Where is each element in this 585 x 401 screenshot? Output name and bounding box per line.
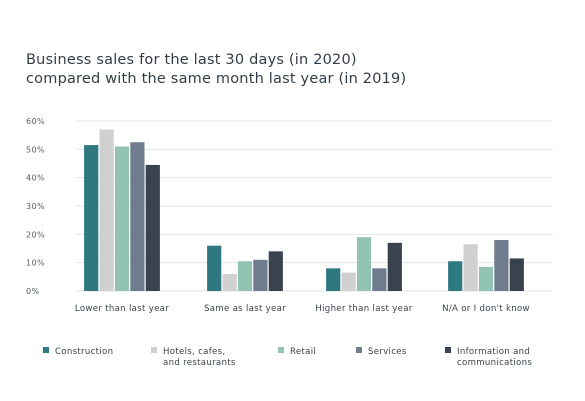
bar (99, 129, 114, 291)
chart-title-line-1: Business sales for the last 30 days (in … (26, 52, 357, 68)
legend-item: Retail (278, 347, 316, 357)
y-tick-label: 50% (26, 145, 45, 154)
legend-swatch (278, 347, 284, 353)
y-tick-label: 30% (26, 202, 45, 211)
bar (207, 245, 222, 291)
legend: Construction Hotels, cafes,and restaurant… (43, 347, 532, 368)
legend-label: communications (457, 358, 532, 368)
bar (341, 272, 356, 291)
x-category-label: Lower than last year (75, 304, 169, 314)
x-category-label: Higher than last year (315, 304, 412, 314)
legend-label: Hotels, cafes, (163, 347, 225, 357)
y-axis-tick-labels: 0% 10% 20% 30% 40% 50% 60% (26, 117, 45, 296)
legend-label: Construction (55, 347, 113, 357)
bar (237, 261, 253, 291)
bar (494, 240, 509, 291)
bar (372, 268, 387, 291)
y-tick-label: 60% (26, 117, 45, 126)
legend-swatch (356, 347, 362, 353)
legend-swatch (151, 347, 157, 353)
legend-swatch (445, 347, 451, 353)
legend-swatch (43, 347, 49, 353)
legend-label: Information and (457, 347, 530, 357)
y-tick-label: 0% (26, 287, 40, 296)
bar (268, 251, 283, 291)
legend-item: Construction (43, 347, 113, 357)
bar (478, 266, 494, 291)
y-tick-label: 10% (26, 259, 45, 268)
bar (387, 242, 402, 291)
legend-label: Services (368, 347, 407, 357)
x-category-label: Same as last year (204, 304, 286, 314)
legend-item: Services (356, 347, 407, 357)
bar (509, 258, 524, 291)
bar (356, 237, 372, 291)
bar (448, 261, 463, 291)
bar (463, 244, 478, 291)
chart-title-line-2: compared with the same month last year (… (26, 71, 406, 87)
legend-label: and restaurants (163, 358, 236, 368)
bar (326, 268, 341, 291)
chart-title: Business sales for the last 30 days (in … (26, 52, 406, 87)
bars (84, 129, 524, 291)
legend-item: Hotels, cafes,and restaurants (151, 347, 236, 368)
bar (114, 146, 130, 291)
bar (222, 274, 237, 291)
x-axis-category-labels: Lower than last year Same as last year Hig… (75, 304, 530, 314)
bar (253, 259, 268, 291)
x-category-label: N/A or I don't know (442, 304, 530, 314)
y-tick-label: 40% (26, 174, 45, 183)
bar (145, 164, 160, 291)
bar (84, 145, 99, 291)
legend-label: Retail (290, 347, 316, 357)
y-tick-label: 20% (26, 230, 45, 239)
bar (130, 142, 145, 291)
